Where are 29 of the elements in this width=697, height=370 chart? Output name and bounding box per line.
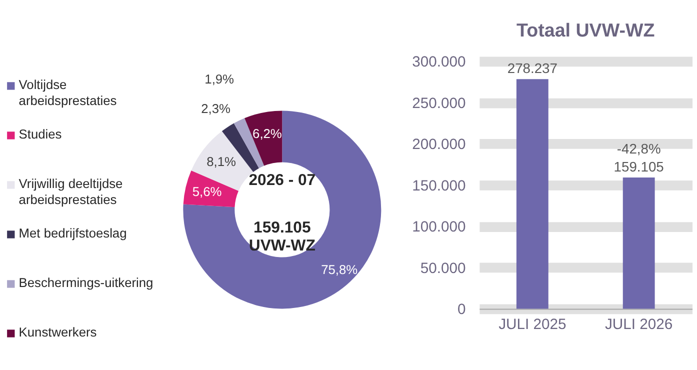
text: 2026 - 07 bbox=[248, 172, 316, 189]
y-tick-label: 250.000 bbox=[412, 96, 466, 112]
donut-slice bbox=[244, 110, 282, 166]
text: 159.105 UVW-WZ bbox=[248, 220, 316, 254]
data-label: 159.105 bbox=[614, 158, 664, 175]
data-label: 1,9% bbox=[204, 72, 234, 87]
data-label: 2,3% bbox=[201, 100, 230, 116]
annotation: -42,8% bbox=[616, 140, 661, 157]
legend-label: Voltijdse arbeidsprestaties bbox=[18, 76, 117, 108]
data-label: 6,2% bbox=[252, 126, 282, 141]
legend-label: Vrijwillig deeltijdse arbeidsprestaties bbox=[18, 176, 123, 207]
data-label: 8,1% bbox=[206, 154, 236, 170]
y-tick-label: 300.000 bbox=[412, 54, 466, 71]
legend-label: Met bedrijfstoeslag bbox=[18, 225, 127, 240]
x-tick-label: JULI 2025 bbox=[498, 317, 566, 334]
y-tick-label: 200.000 bbox=[412, 137, 466, 154]
legend-label: Beschermings-uitkering bbox=[18, 274, 154, 290]
donut-slice bbox=[183, 170, 239, 208]
y-tick-label: 0 bbox=[458, 302, 466, 318]
y-tick-label: 150.000 bbox=[412, 178, 466, 194]
y-tick-label: 50.000 bbox=[420, 260, 466, 277]
legend-label: Studies bbox=[18, 126, 62, 142]
data-label: 75,8% bbox=[321, 262, 358, 278]
x-tick-label: JULI 2026 bbox=[605, 317, 673, 334]
data-label: 278.237 bbox=[507, 60, 558, 76]
legend-label: Kunstwerkers bbox=[18, 324, 97, 340]
data-label: 5,6% bbox=[192, 184, 222, 199]
y-tick-label: 100.000 bbox=[412, 220, 466, 236]
chart-title: Totaal UVW-WZ bbox=[516, 19, 655, 40]
